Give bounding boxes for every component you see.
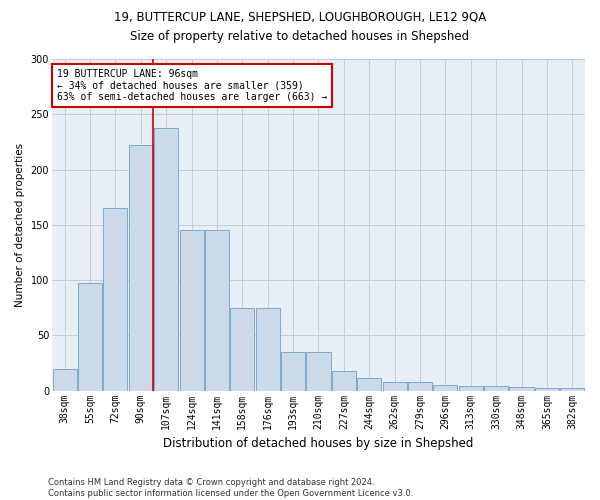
Bar (560, 388, 584, 390)
Bar (332, 370, 356, 390)
Bar (179, 230, 203, 390)
Text: Contains HM Land Registry data © Crown copyright and database right 2024.
Contai: Contains HM Land Registry data © Crown c… (48, 478, 413, 498)
Bar (78, 284, 102, 391)
Bar (205, 230, 229, 390)
Bar (256, 308, 280, 390)
Text: 19, BUTTERCUP LANE, SHEPSHED, LOUGHBOROUGH, LE12 9QA: 19, BUTTERCUP LANE, SHEPSHED, LOUGHBOROU… (114, 10, 486, 23)
Bar (230, 308, 254, 390)
X-axis label: Distribution of detached houses by size in Shepshed: Distribution of detached houses by size … (163, 437, 473, 450)
Bar (357, 378, 382, 390)
Bar (459, 386, 483, 390)
Bar (103, 208, 127, 390)
Text: 19 BUTTERCUP LANE: 96sqm
← 34% of detached houses are smaller (359)
63% of semi-: 19 BUTTERCUP LANE: 96sqm ← 34% of detach… (57, 69, 328, 102)
Bar (154, 128, 178, 390)
Bar (383, 382, 407, 390)
Bar (307, 352, 331, 391)
Bar (408, 382, 432, 390)
Bar (535, 388, 559, 390)
Bar (53, 368, 77, 390)
Bar (281, 352, 305, 391)
Y-axis label: Number of detached properties: Number of detached properties (15, 143, 25, 307)
Bar (484, 386, 508, 390)
Bar (509, 388, 533, 390)
Bar (433, 385, 457, 390)
Bar (129, 145, 153, 390)
Text: Size of property relative to detached houses in Shepshed: Size of property relative to detached ho… (130, 30, 470, 43)
